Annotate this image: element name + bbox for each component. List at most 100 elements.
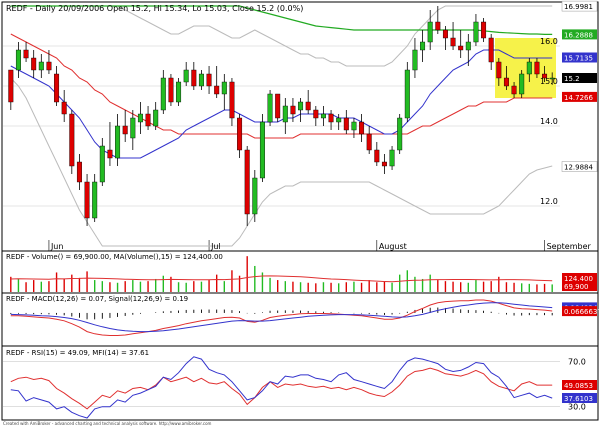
candle-body: [237, 117, 243, 151]
candle: [282, 98, 288, 134]
candle: [359, 114, 365, 142]
candle-body: [8, 69, 14, 103]
candle: [366, 126, 372, 154]
price-value-tag: 16.9981: [561, 0, 598, 12]
candle-body: [534, 61, 540, 75]
candle: [8, 69, 14, 110]
candle: [275, 93, 281, 122]
price-tick-label: 15.0: [540, 77, 558, 86]
candle: [46, 50, 52, 74]
candle-body: [23, 49, 29, 59]
long-ma-green-line: [10, 5, 553, 36]
candle-body: [450, 37, 456, 47]
candle: [206, 66, 212, 94]
candle-body: [122, 125, 128, 135]
price-tick-label: 16.0: [540, 37, 558, 46]
consolidation-highlight: [495, 38, 556, 98]
volume-value-tag-bg: [562, 281, 597, 291]
candle: [450, 22, 456, 50]
candle: [15, 42, 21, 78]
volume-value-tag-text: 124,400: [564, 275, 593, 283]
candle-body: [137, 113, 143, 123]
rsi-value-tag-bg: [562, 380, 597, 390]
candle: [160, 70, 166, 114]
candle-body: [31, 57, 37, 71]
candle: [221, 74, 227, 110]
candle-body: [313, 109, 319, 119]
candle-body: [420, 41, 426, 51]
candle: [214, 66, 220, 98]
rsi-line: [10, 367, 553, 410]
value-tags: 16.9981 16.2888 15.7135 15.2 14.7266 12.9884 1…: [561, 0, 600, 403]
candle: [496, 58, 502, 86]
candle: [76, 154, 82, 190]
candle-body: [328, 113, 334, 123]
candle: [145, 106, 151, 130]
candle-body: [351, 121, 357, 131]
macd-signal-line: [10, 302, 553, 333]
x-tick-label: Jul: [210, 242, 221, 251]
x-tick-label: September: [547, 242, 592, 251]
candle-body: [76, 161, 82, 183]
candle: [465, 34, 471, 66]
price-value-tag-bg: [561, 161, 598, 172]
candle: [397, 114, 403, 154]
candle-body: [214, 85, 220, 95]
price-value-tag-text: 14.7266: [564, 94, 593, 102]
candle-body: [542, 73, 548, 79]
candle: [290, 98, 296, 122]
candle-body: [526, 61, 532, 75]
candle: [183, 62, 189, 86]
volume-value-tag: 124,400: [562, 273, 597, 283]
candle: [412, 38, 418, 78]
candle: [130, 110, 136, 150]
footer-credit: Created with AmiBroker - advanced charti…: [3, 421, 212, 426]
candle: [137, 102, 143, 134]
candle-body: [46, 61, 52, 71]
candle-body: [336, 117, 342, 123]
rsi-pane: [1, 345, 599, 421]
candle: [481, 18, 487, 42]
x-tick-label: Jun: [50, 242, 64, 251]
candle-body: [153, 109, 159, 127]
candle-body: [38, 61, 44, 71]
macd-pane: [1, 292, 599, 347]
rsi-header: REDF - RSI(15) = 49.09, MFI(14) = 37.61: [6, 349, 149, 357]
candle: [229, 78, 235, 126]
candle-body: [503, 77, 509, 87]
price-value-tag-bg: [562, 29, 597, 40]
candle: [267, 90, 273, 126]
candlestick-series: [8, 6, 555, 226]
candle-body: [115, 125, 121, 159]
candle: [389, 146, 395, 170]
volume-value-tag-text: 69,900: [564, 283, 589, 291]
candle: [381, 154, 387, 174]
candle-body: [145, 113, 151, 127]
rsi-value-tag-bg: [562, 393, 597, 403]
candle-body: [160, 77, 166, 111]
price-value-tag-text: 16.2888: [564, 31, 593, 39]
price-value-tag-text: 16.9981: [564, 3, 593, 11]
volume-series: [10, 256, 553, 292]
candle: [198, 70, 204, 90]
price-value-tag-bg: [561, 0, 598, 12]
candle: [473, 14, 479, 46]
candle-body: [473, 21, 479, 43]
candle: [244, 146, 250, 226]
macd-value-tag-text: 0.0666637: [564, 308, 600, 316]
candle: [442, 26, 448, 50]
price-value-tag: 15.7135: [562, 52, 597, 63]
candle: [237, 114, 243, 158]
rsi-tick-label: 30.0: [568, 403, 586, 412]
price-value-tag-text: 15.7135: [564, 55, 593, 63]
candle: [305, 90, 311, 114]
candle-body: [496, 61, 502, 79]
candle-body: [206, 73, 212, 87]
candle-body: [61, 101, 67, 115]
candle-body: [427, 21, 433, 43]
candle: [343, 110, 349, 134]
candle-body: [458, 45, 464, 51]
price-value-tag: 15.2: [562, 73, 597, 83]
candle: [122, 110, 128, 142]
